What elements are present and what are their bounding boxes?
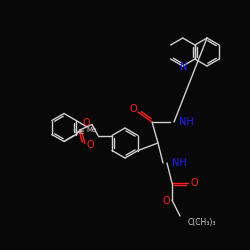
Text: Me: Me [86, 126, 96, 132]
Text: O: O [82, 118, 90, 128]
Text: Me: Me [74, 130, 84, 136]
Text: NH: NH [179, 117, 194, 127]
Text: O: O [86, 140, 94, 150]
Text: N: N [180, 62, 188, 72]
Text: O: O [190, 178, 198, 188]
Text: NH: NH [172, 158, 187, 168]
Text: O: O [162, 196, 170, 206]
Text: C(CH₃)₃: C(CH₃)₃ [188, 218, 216, 228]
Text: O: O [129, 104, 137, 114]
